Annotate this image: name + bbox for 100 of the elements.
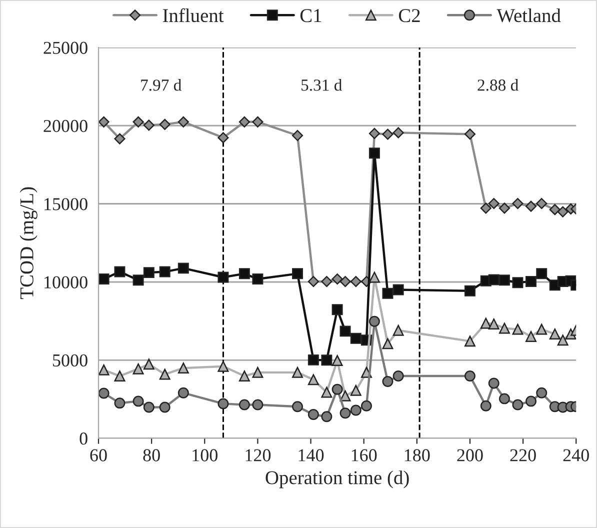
point [526, 331, 536, 342]
annotation: 5.31 d [302, 79, 342, 91]
y-tick-label: 10000 [44, 276, 88, 288]
point [368, 316, 380, 327]
point [321, 386, 332, 398]
point [132, 116, 144, 128]
x-tick-label: 60 [90, 449, 107, 462]
point [292, 268, 303, 280]
point [488, 378, 500, 389]
point [512, 399, 524, 410]
point [308, 354, 319, 366]
point [308, 374, 319, 386]
point [392, 324, 404, 336]
point [526, 276, 536, 287]
x-tick-label: 240 [563, 449, 589, 462]
x-axis-title: Operation time (d) [266, 470, 409, 488]
point [536, 268, 548, 280]
point [321, 354, 332, 366]
point [488, 274, 500, 286]
point [132, 396, 144, 407]
point [132, 363, 144, 374]
point [480, 400, 492, 412]
x-tick-label: 200 [457, 449, 483, 462]
point [512, 277, 524, 288]
annotation: 2.88 d [478, 79, 518, 91]
point [392, 370, 404, 382]
point [350, 384, 362, 396]
point [252, 399, 264, 410]
point [368, 272, 380, 283]
x-tick-label: 220 [510, 449, 536, 462]
point [252, 366, 264, 378]
point [238, 268, 250, 280]
point [98, 273, 110, 284]
legend-label: C2 [398, 9, 420, 22]
point [218, 398, 229, 410]
y-tick-label: 15000 [44, 198, 88, 210]
point [292, 366, 303, 378]
y-tick-label: 20000 [44, 120, 88, 132]
point [98, 116, 110, 128]
point [114, 398, 126, 409]
x-tick-label: 100 [192, 449, 218, 462]
point [340, 326, 351, 337]
point [143, 402, 154, 413]
point [159, 368, 170, 380]
y-axis-title: TCOD (mg/L) [20, 187, 38, 299]
point [350, 332, 362, 344]
point [132, 274, 144, 286]
point [143, 120, 154, 131]
point [143, 358, 154, 370]
point [480, 318, 492, 329]
point [159, 118, 170, 130]
point [498, 322, 510, 334]
point [382, 338, 394, 350]
point [549, 204, 560, 216]
point [536, 387, 548, 398]
point [549, 328, 560, 340]
point [340, 408, 351, 419]
point [480, 202, 492, 214]
point [178, 387, 189, 398]
point [392, 284, 404, 296]
point [98, 388, 110, 399]
point [464, 128, 476, 140]
point [332, 304, 343, 316]
point [361, 400, 372, 412]
point [340, 276, 351, 288]
point [332, 273, 343, 285]
legend-label: C1 [300, 9, 322, 22]
x-tick-label: 140 [298, 449, 324, 462]
y-tick-label: 0 [80, 432, 88, 445]
point [557, 334, 568, 346]
y-tick-label: 25000 [44, 42, 88, 54]
point [488, 198, 500, 210]
point [238, 370, 250, 382]
point [178, 262, 189, 274]
point [382, 288, 394, 299]
point [321, 276, 332, 288]
point [178, 116, 189, 128]
point [238, 116, 250, 128]
x-tick-label: 160 [352, 449, 377, 462]
point [332, 355, 343, 366]
x-tick-label: 180 [404, 449, 430, 462]
point [143, 267, 154, 278]
point [382, 128, 394, 140]
point [464, 336, 476, 347]
point [178, 362, 189, 374]
point [557, 206, 568, 218]
point [252, 116, 264, 128]
point [321, 411, 332, 422]
point [218, 132, 229, 144]
x-tick-label: 80 [143, 449, 160, 462]
point [114, 133, 126, 144]
point [382, 376, 394, 387]
point [292, 130, 304, 142]
point [512, 198, 524, 210]
point [340, 390, 351, 402]
point [308, 276, 319, 288]
point [218, 272, 229, 283]
point [368, 148, 380, 159]
point [350, 404, 362, 416]
legend-label: Influent [162, 8, 224, 22]
